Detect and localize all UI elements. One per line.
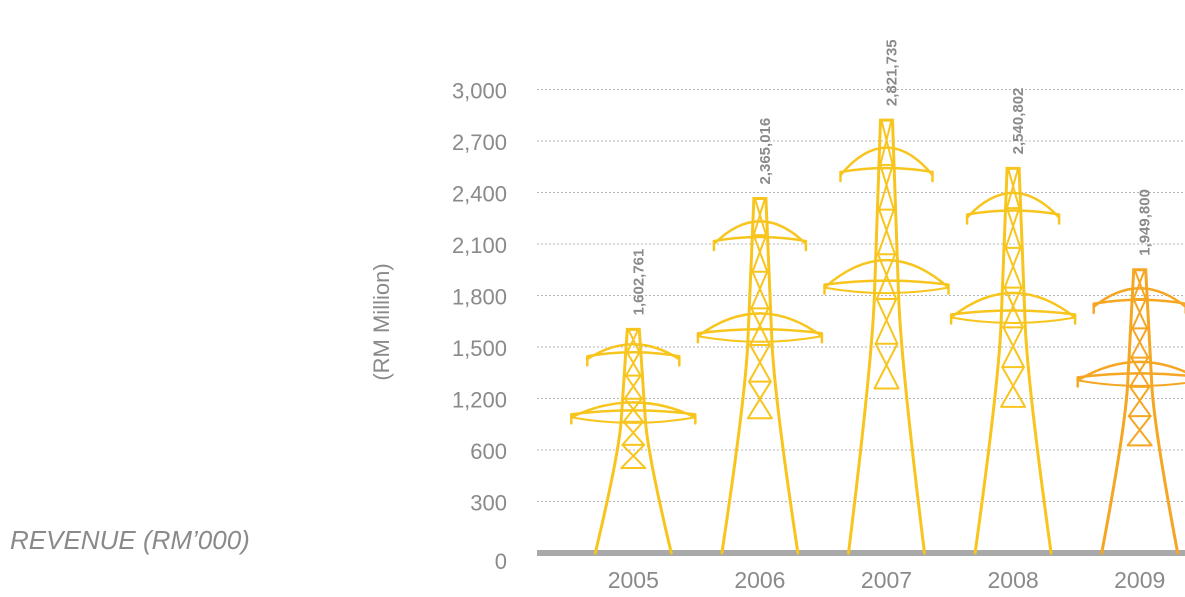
y-tick-label: 1,200 [452, 387, 507, 412]
chart-title: REVENUE [10, 525, 136, 555]
pylon-lattice [878, 163, 895, 211]
y-tick-label: 1,800 [452, 284, 507, 309]
pylon-arm-under [823, 286, 950, 295]
pylon-arm-under [570, 416, 697, 424]
value-label: 2,540,802 [1010, 88, 1027, 155]
pylon-lattice [621, 420, 646, 446]
pylon-lattice [1001, 326, 1025, 369]
pylon [696, 197, 824, 555]
pylon-lattice [875, 253, 898, 301]
y-tick-label: 2,700 [452, 130, 507, 155]
x-tick-label: 2007 [861, 567, 912, 593]
pylon [1076, 268, 1185, 555]
y-axis-label: (RM Million) [369, 263, 394, 380]
chart-title-line: REVENUE (RM’000) [10, 525, 250, 555]
pylon-legs [973, 166, 1053, 555]
pylon-lattice [879, 119, 894, 166]
baseline [537, 550, 1185, 556]
pylon-lattice [1003, 246, 1023, 289]
pylon-arm-under [950, 316, 1077, 325]
pylon-lattice [1131, 298, 1149, 330]
pylon-lattice [623, 374, 643, 400]
pylon-arm [823, 259, 950, 295]
value-label: 1,602,761 [630, 249, 647, 316]
pylon-lattice [1132, 268, 1147, 301]
pylon-lattice [1130, 327, 1150, 359]
x-tick-label: 2006 [734, 567, 785, 593]
pylon [823, 118, 950, 555]
chart-subtitle: (RM’000) [143, 525, 250, 555]
pylon-arm [949, 291, 1077, 325]
y-tick-label: 2,400 [452, 181, 507, 206]
y-tick-label: 600 [470, 439, 507, 464]
pylon-arm [712, 220, 808, 252]
pylon-lattice [626, 328, 641, 354]
x-tick-label: 2008 [988, 567, 1039, 593]
pylon-legs [593, 327, 673, 555]
pylon-lattice [746, 380, 773, 420]
pylon-lattice [1126, 415, 1153, 447]
pylon-arm [965, 191, 1061, 225]
pylon-lattice [752, 197, 768, 237]
pylon-lattice [874, 298, 899, 345]
pylon-lattice [1004, 207, 1022, 249]
value-label: 1,949,800 [1137, 189, 1154, 256]
x-tick-label: 2005 [608, 567, 659, 593]
value-label: 2,365,016 [757, 118, 774, 185]
pylon-arm [570, 401, 697, 425]
pylon-legs [720, 197, 800, 555]
pylon-arm [1092, 287, 1185, 315]
pylon [949, 166, 1077, 555]
pylon-lattice [873, 342, 900, 390]
pylon-arm [586, 343, 681, 367]
pylon-arm [696, 312, 824, 344]
pylon [570, 327, 697, 555]
y-tick-label: 1,500 [452, 336, 507, 361]
pylon-arm-under [696, 335, 823, 343]
pylon-arm [1076, 360, 1185, 388]
pylon-legs [847, 118, 926, 555]
pylon-lattice [620, 443, 647, 470]
pylon-lattice [624, 351, 642, 377]
pylon-lattice [748, 344, 772, 383]
y-tick-label: 300 [470, 490, 507, 515]
pylon-legs [1100, 268, 1180, 555]
pylon-lattice [1127, 385, 1152, 418]
x-tick-label: 2009 [1114, 567, 1165, 593]
y-tick-label: 3,000 [452, 78, 507, 103]
pylon-arm [839, 146, 934, 183]
pylon-arm-under [1076, 379, 1185, 387]
y-tick-label: 0 [495, 549, 507, 574]
pylon-lattice [750, 270, 770, 310]
pylon-lattice [877, 208, 896, 256]
value-label: 2,821,735 [883, 39, 900, 106]
pylon-lattice [751, 234, 769, 273]
pylon-lattice [1000, 366, 1027, 408]
pylon-lattice [1005, 167, 1021, 210]
y-tick-label: 2,100 [452, 233, 507, 258]
